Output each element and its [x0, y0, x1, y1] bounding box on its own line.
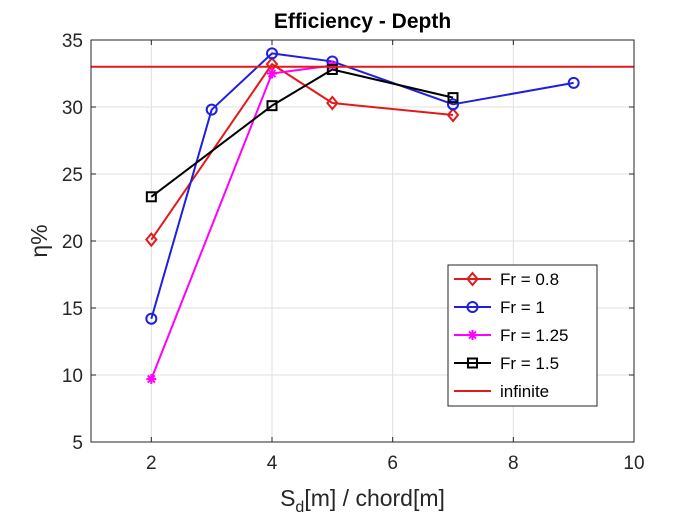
series-fr-1-point [205, 103, 218, 116]
x-tick-label: 2 [146, 453, 157, 474]
chart-title: Efficiency - Depth [274, 10, 451, 33]
legend-label: infinite [500, 382, 549, 401]
legend-marker [467, 330, 478, 340]
series-fr-1-5 [145, 63, 459, 203]
x-tick-label: 8 [508, 453, 519, 474]
series-fr-1-25-point [146, 374, 157, 385]
y-tick-label: 10 [62, 366, 83, 387]
series-fr-1-line [150, 52, 574, 319]
series-fr-1-5-point [266, 100, 278, 112]
series-fr-0-8-point [446, 107, 460, 123]
series-fr-1-point [447, 98, 459, 111]
x-tick-label: 4 [267, 453, 278, 474]
x-axis-label: Sd[m] / chord[m] [280, 485, 445, 516]
series-fr-1-point [266, 47, 278, 60]
axis-ticks: 2 4 6 8 10 5 10 15 20 25 30 35 [62, 31, 645, 474]
legend-label: Fr = 1 [500, 298, 545, 317]
legend-marker-stroke [468, 330, 477, 340]
series-layer [91, 47, 634, 385]
x-tick-label: 6 [387, 453, 398, 474]
legend-label: Fr = 1.5 [500, 354, 559, 373]
y-tick-label: 25 [62, 165, 83, 186]
x-axis-label-subscript: d [295, 499, 304, 516]
legend-item: Fr = 0.8 [454, 270, 559, 289]
series-fr-1-5-point [145, 191, 157, 203]
series-fr-1-point [145, 312, 158, 325]
x-tick-label: 10 [623, 453, 644, 474]
series-fr-1-5-point [326, 63, 338, 75]
series-fr-0-8-point [145, 232, 158, 248]
y-tick-label: 30 [62, 98, 83, 119]
series-fr-1-5-line [150, 68, 454, 198]
y-tick-label: 5 [72, 433, 83, 454]
x-axis-label-base: S [280, 485, 295, 511]
x-axis-label-rest: [m] / chord[m] [304, 485, 445, 511]
series-fr-1-25 [146, 60, 338, 385]
series-fr-1-25-point [267, 68, 277, 79]
y-tick-label: 35 [62, 31, 83, 52]
legend-marker [467, 357, 478, 369]
legend-item: Fr = 1 [454, 298, 545, 317]
series-fr-1-25-point-stroke [267, 69, 277, 78]
y-tick-label: 20 [62, 232, 83, 253]
legend-label: Fr = 0.8 [500, 270, 559, 289]
grid-lines [91, 39, 635, 443]
series-fr-1-point [567, 76, 580, 89]
legend-marker [466, 301, 479, 313]
series-fr-0-8-point [326, 95, 339, 111]
y-tick-label: 15 [62, 299, 83, 320]
series-fr-1-25-point-stroke [147, 374, 156, 384]
legend-label: Fr = 1.25 [500, 326, 569, 345]
series-fr-1-5-point [447, 92, 459, 104]
legend-item: infinite [454, 382, 549, 401]
legend: Fr = 0.8 Fr = 1 Fr = 1.25 Fr = 1.5 infinite [447, 264, 598, 407]
legend-item: Fr = 1.25 [454, 326, 569, 345]
y-axis-label: η% [26, 224, 52, 257]
legend-marker [466, 271, 479, 287]
legend-item: Fr = 1.5 [454, 354, 559, 373]
